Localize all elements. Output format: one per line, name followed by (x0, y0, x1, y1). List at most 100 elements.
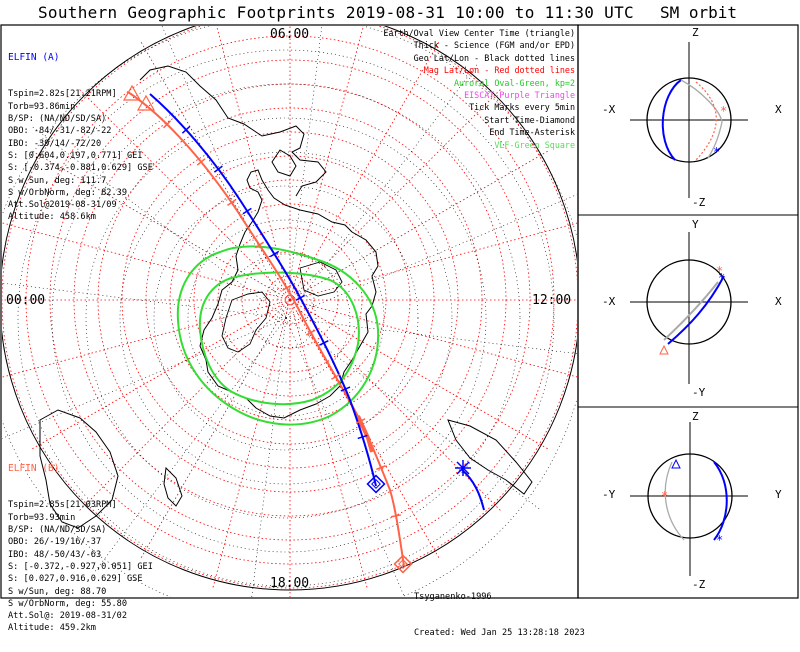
track-tick (282, 284, 292, 292)
geo-lon-line (285, 26, 323, 319)
geo-lon-line (285, 62, 479, 319)
track-tick (269, 250, 280, 258)
sm1-left: -X (602, 103, 616, 116)
legend-item: Start Time-Diamond (484, 114, 575, 125)
auroral-oval-inner (198, 271, 360, 406)
sm2-left: -X (602, 295, 616, 308)
elfin-b-line: OBO: 26/-19/16/-37 (8, 537, 102, 548)
sm-panel-xy: * * (630, 232, 748, 384)
time-label-top: 06:00 (270, 27, 310, 42)
elfin-a-info: ELFIN (A) Tspin=2.82s[21.21RPM] Torb=93.8… (8, 27, 153, 236)
time-label-left: 00:00 (6, 293, 46, 308)
sm3-bottom: -Z (692, 578, 706, 591)
ross-shelf (221, 291, 271, 353)
track-tick (227, 199, 237, 207)
legend-item: Auroral Oval-Green, kp=2 (453, 77, 575, 88)
credits: Tsyganenko-1996 Created: Wed Jan 25 13:2… (414, 566, 585, 652)
legend-item: Tick Marks every 5min (469, 102, 575, 113)
legend-item: Mag Lat/Lon - Red dotted lines (423, 65, 575, 76)
geo-lon-line (93, 317, 287, 574)
legend: Earth/Oval View Center Time (triangle) Th… (383, 27, 575, 151)
elfin-a-lines: Tspin=2.82s[21.21RPM] Torb=93.86min B/SP: … (8, 88, 153, 223)
time-label-bottom: 18:00 (270, 576, 310, 591)
track-tick (319, 340, 329, 346)
geo-lat-circle (119, 151, 453, 485)
sm-panel-xz: * * (630, 42, 748, 198)
footprint-canvas: * * * * * * (0, 24, 799, 599)
elfin-a-line: B/SP: (NA/ND/SD/SA) (8, 114, 107, 125)
sm3-left: -Y (602, 488, 616, 501)
elfin-b-line: Torb=93.93min (8, 512, 76, 523)
elfin-a-line: Tspin=2.82s[21.21RPM] (8, 89, 117, 100)
credits-model: Tsyganenko-1996 (414, 591, 492, 602)
elfin-b-line: Tspin=2.85s[21.03RPM] (8, 500, 117, 511)
legend-item: EISCAT-Purple Triangle (464, 90, 575, 101)
australia-coastline (39, 409, 119, 529)
elfin-a-end-asterisk (455, 460, 471, 476)
track-tick (376, 464, 386, 471)
legend-item: VLF-Green Square (494, 139, 575, 150)
geo-lon-line (2, 317, 287, 439)
geo-lat-circle (17, 49, 555, 587)
elfin-a-line: Altitude: 458.6km (8, 212, 96, 223)
map-area (2, 26, 577, 597)
sm3-top: Z (692, 410, 699, 423)
geo-lon-line (161, 26, 287, 319)
new-zealand-coastline (163, 466, 183, 507)
track-tick (340, 386, 351, 392)
elfin-b-track (127, 91, 405, 567)
sm1-bottom: -Z (692, 196, 706, 209)
plot-title: Southern Geographic Footprints 2019-08-3… (38, 3, 634, 22)
elfin-a-line: S w/Sun, deg: 111.7 (8, 175, 107, 186)
elfin-a-line: S w/OrbNorm, deg: 82.39 (8, 187, 127, 198)
svg-text:*: * (718, 271, 725, 285)
track-tick (295, 294, 306, 301)
geo-lon-line (285, 317, 542, 511)
svg-text:*: * (661, 489, 668, 503)
south-america-coastline (139, 65, 327, 197)
elfin-a-track (149, 93, 377, 487)
sm-panel-yz: * * (630, 422, 748, 576)
geo-lat-circle (255, 287, 317, 349)
legend-item: Geo Lat/Lon - Black dotted lines (413, 52, 575, 63)
sm2-right: X (775, 295, 782, 308)
sm-orbit-title: SM orbit (660, 3, 738, 22)
elfin-a-start-diamond (366, 474, 386, 494)
elfin-b-line: S: [0.027,0.916,0.629] GSE (8, 574, 143, 585)
elfin-b-line: Att.Sol@: 2019-08-31/02 (8, 611, 127, 622)
svg-text:*: * (716, 533, 723, 547)
elfin-a-line: Torb=93.86min (8, 101, 76, 112)
legend-item: Earth/Oval View Center Time (triangle) (383, 28, 575, 38)
elfin-b-line: S: [-0.372,-0.927,0.051] GEI (8, 561, 153, 572)
elfin-a-track-2 (461, 469, 485, 511)
track-tick (196, 158, 206, 166)
track-tick (163, 120, 172, 129)
credits-created: Created: Wed Jan 25 13:28:18 2023 (414, 628, 585, 639)
svg-text:*: * (713, 145, 720, 159)
sm2-top: Y (692, 218, 699, 231)
elfin-b-line: S w/Sun, deg: 88.70 (8, 586, 107, 597)
earth-disk (2, 26, 577, 591)
africa-coastline (447, 419, 533, 495)
elfin-b-name: ELFIN (B) (8, 462, 60, 474)
time-label-right: 12:00 (532, 293, 572, 308)
sm-frame (577, 24, 799, 599)
elfin-b-center-triangle (136, 94, 156, 111)
elfin-b-start-diamond (393, 554, 413, 574)
antarctica-coastline (199, 169, 379, 419)
geo-lat-circle (51, 83, 521, 553)
sm1-right: X (775, 103, 782, 116)
elfin-a-line: OBO: -84/-31/-82/-22 (8, 126, 112, 137)
elfin-a-line: IBO: -39/14/-72/20 (8, 138, 102, 149)
elfin-b-lines: Tspin=2.85s[21.03RPM] Torb=93.93min B/SP: … (8, 499, 153, 634)
geo-lat-circle (221, 253, 351, 383)
track-tick (390, 514, 402, 518)
elfin-b-line: B/SP: (NA/ND/SD/SA) (8, 525, 107, 536)
elfin-b-line: IBO: 48/-50/43/-63 (8, 549, 102, 560)
elfin-a-line: S: [0.604,0.197,0.771] GEI (8, 150, 143, 161)
track-tick (355, 418, 366, 424)
weddell-shelf (299, 261, 343, 297)
geo-grid (2, 26, 577, 597)
track-tick (242, 207, 252, 215)
elfin-b-science (356, 415, 374, 453)
